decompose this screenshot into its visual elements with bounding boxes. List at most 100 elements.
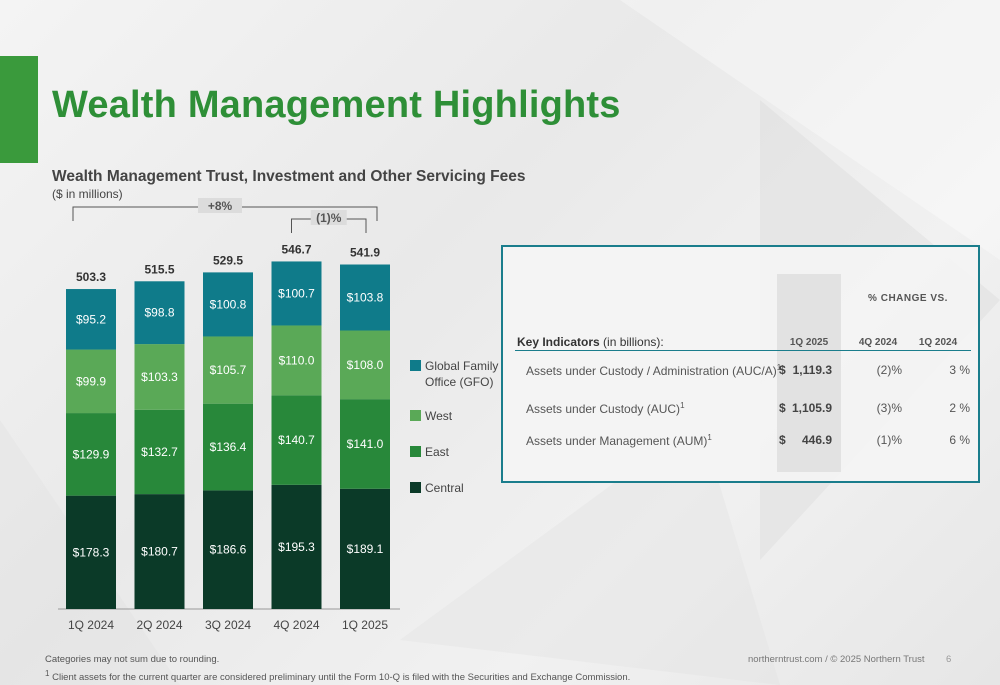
total-label: 529.5 (213, 253, 243, 267)
data-label-central: $186.6 (210, 543, 247, 557)
legend-label-central: Central (425, 481, 464, 495)
bar-central (203, 490, 253, 609)
data-label-west: $105.7 (210, 363, 247, 377)
bar-west (203, 336, 253, 404)
page-number: 6 (946, 654, 952, 665)
kpi-value: 1,119.3 (792, 363, 832, 377)
x-tick-label: 4Q 2024 (273, 618, 319, 632)
page-title: Wealth Management Highlights (52, 84, 621, 126)
bar-east (66, 413, 116, 496)
kpi-change-year: 2 % (949, 401, 970, 415)
kpi-currency: $ (779, 433, 786, 447)
annotation-label-yoy: +8% (208, 199, 233, 213)
current-quarter-column-shade (777, 274, 841, 472)
col-header-prev-quarter: 4Q 2024 (858, 337, 898, 348)
data-label-west: $110.0 (279, 353, 315, 367)
footer-site: northerntrust.com / © 2025 Northern Trus… (748, 654, 925, 665)
total-label: 541.9 (350, 246, 380, 260)
bar-east (203, 403, 253, 491)
legend-swatch-gfo (410, 360, 421, 371)
bar-east (340, 399, 390, 489)
stacked-bar-chart: $178.3 $129.9 $99.9 $95.2 503.3 1Q 2024 $180.7… (58, 198, 498, 632)
data-label-gfo: $100.7 (278, 286, 315, 300)
data-label-central: $178.3 (73, 545, 110, 559)
data-label-east: $132.7 (141, 445, 178, 459)
data-label-central: $195.3 (278, 540, 315, 554)
percent-change-header: % CHANGE VS. (868, 293, 948, 304)
kpi-label: Assets under Custody / Administration (A… (526, 363, 782, 378)
total-label: 546.7 (281, 242, 311, 256)
key-indicators-heading-units: (in billions): (599, 335, 664, 349)
data-label-gfo: $95.2 (76, 312, 106, 326)
key-indicators-heading: Key Indicators (in billions): (517, 335, 664, 349)
data-label-east: $140.7 (278, 433, 315, 447)
key-indicators-panel: % CHANGE VS. Key Indicators (in billions… (501, 245, 980, 483)
data-label-west: $108.0 (347, 358, 384, 372)
key-indicators-heading-bold: Key Indicators (517, 335, 600, 349)
data-label-east: $141.0 (347, 437, 384, 451)
x-tick-label: 1Q 2024 (68, 618, 114, 632)
bar-west (134, 344, 185, 410)
legend-swatch-central (410, 482, 421, 493)
bar-central (271, 484, 322, 609)
legend-label-west: West (425, 409, 453, 423)
bar-east (271, 395, 322, 485)
bar-gfo (134, 281, 185, 345)
x-tick-label: 1Q 2025 (342, 618, 388, 632)
kpi-change-quarter: (3)% (876, 401, 902, 415)
legend-swatch-east (410, 446, 421, 457)
data-label-east: $129.9 (73, 447, 110, 461)
kpi-row-auca: Assets under Custody / Administration (A… (503, 363, 978, 383)
data-label-gfo: $103.8 (347, 291, 384, 305)
legend-label-gfo: Global Family (425, 359, 498, 373)
chart-title: Wealth Management Trust, Investment and … (52, 168, 526, 185)
kpi-value: 446.9 (801, 433, 832, 447)
total-label: 503.3 (76, 270, 106, 284)
kpi-value: 1,105.9 (791, 401, 832, 415)
kpi-change-quarter: (2)% (876, 363, 902, 377)
kpi-label: Assets under Management (AUM)1 (526, 433, 712, 448)
x-tick-label: 3Q 2024 (205, 618, 251, 632)
bar-gfo (271, 261, 322, 326)
header-divider (515, 350, 971, 351)
legend-label-gfo: Office (GFO) (425, 375, 493, 389)
kpi-row-auc: Assets under Custody (AUC)1 $ 1,105.9 (3… (503, 401, 978, 421)
footnote-rounding: Categories may not sum due to rounding. (45, 654, 220, 665)
data-label-west: $103.3 (141, 370, 178, 384)
kpi-row-aum: Assets under Management (AUM)1 $ 446.9 (… (503, 433, 978, 453)
total-label: 515.5 (144, 262, 174, 276)
bar-central (340, 488, 390, 609)
annotation-bg-qoq (310, 210, 347, 225)
legend-label-east: East (425, 445, 450, 459)
kpi-currency: $ (779, 401, 786, 415)
kpi-change-year: 3 % (949, 363, 970, 377)
kpi-currency: $ (779, 363, 786, 377)
annotation-bg-yoy (198, 198, 242, 213)
bar-gfo (340, 264, 390, 331)
data-label-central: $189.1 (347, 542, 384, 556)
bar-central (66, 495, 116, 609)
kpi-change-year: 6 % (949, 433, 970, 447)
bar-gfo (66, 289, 116, 350)
annotation-label-qoq: (1)% (316, 211, 342, 225)
footnote-preliminary: 1 Client assets for the current quarter … (45, 669, 631, 684)
legend-swatch-west (410, 410, 421, 421)
title-accent-bar (0, 56, 38, 163)
bar-west (271, 325, 322, 396)
bar-west (66, 349, 116, 414)
col-header-current: 1Q 2025 (789, 337, 829, 348)
x-tick-label: 2Q 2024 (136, 618, 182, 632)
data-label-east: $136.4 (210, 440, 247, 454)
data-label-gfo: $100.8 (210, 297, 247, 311)
bar-central (134, 494, 185, 609)
bar-gfo (203, 272, 253, 337)
data-label-central: $180.7 (141, 545, 178, 559)
bar-west (340, 330, 390, 400)
col-header-prev-year: 1Q 2024 (918, 337, 958, 348)
chart-subtitle: ($ in millions) (52, 187, 123, 201)
bar-east (134, 409, 185, 495)
data-label-gfo: $98.8 (144, 306, 174, 320)
kpi-change-quarter: (1)% (876, 433, 902, 447)
data-label-west: $99.9 (76, 374, 106, 388)
kpi-label: Assets under Custody (AUC)1 (526, 401, 685, 416)
